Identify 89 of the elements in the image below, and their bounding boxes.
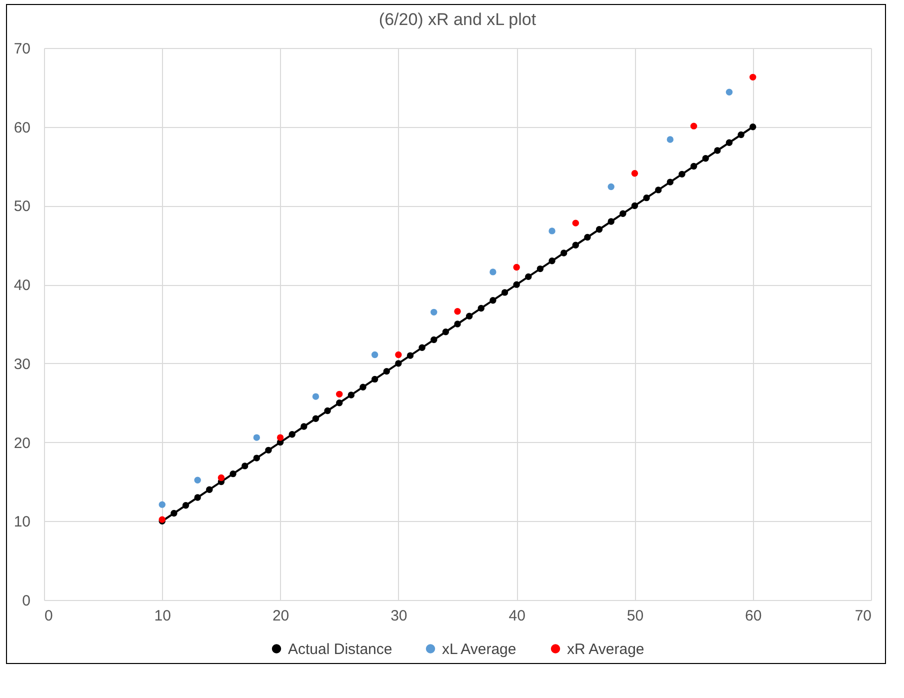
- point: [513, 281, 520, 288]
- point: [194, 494, 201, 501]
- point: [442, 328, 450, 336]
- point: [608, 183, 614, 190]
- point: [194, 476, 201, 484]
- point: [253, 454, 260, 462]
- y-tick-label: 0: [22, 592, 30, 610]
- y-tick-label: 40: [14, 277, 30, 294]
- point: [631, 170, 638, 177]
- point: [430, 336, 438, 344]
- point: [490, 268, 496, 276]
- x-tick-label: 0: [44, 608, 53, 624]
- point: [454, 308, 461, 315]
- point: [750, 74, 756, 81]
- point: [418, 344, 426, 352]
- point: [182, 502, 190, 509]
- point: [383, 368, 390, 375]
- point: [312, 393, 320, 400]
- point: [702, 155, 709, 162]
- point: [726, 139, 733, 146]
- point: [300, 423, 308, 430]
- point: [631, 202, 638, 210]
- point: [170, 510, 178, 517]
- x-tick-label: 20: [272, 608, 290, 624]
- point: [678, 170, 686, 178]
- point: [513, 264, 520, 271]
- x-tick-label: 30: [390, 608, 408, 624]
- point: [395, 360, 402, 367]
- y-tick-label: 30: [14, 356, 30, 373]
- x-tick-label: 70: [854, 608, 872, 624]
- legend-label: xR Average: [567, 640, 644, 658]
- point: [466, 312, 473, 320]
- point: [490, 296, 496, 304]
- x-tick-label: 60: [745, 608, 762, 624]
- point: [336, 390, 343, 398]
- point: [690, 162, 698, 170]
- point: [371, 351, 378, 358]
- point: [750, 124, 756, 130]
- point: [548, 228, 556, 234]
- point: [572, 220, 579, 226]
- y-tick-label: 50: [14, 198, 30, 216]
- point: [690, 122, 698, 130]
- point: [560, 250, 568, 256]
- point: [158, 501, 166, 508]
- point: [348, 392, 355, 398]
- point: [643, 194, 650, 202]
- point: [218, 474, 225, 482]
- point: [430, 308, 438, 316]
- point: [241, 462, 248, 470]
- point: [536, 265, 544, 272]
- point: [253, 434, 260, 441]
- point: [312, 415, 320, 422]
- legend-label: Actual Distance: [288, 640, 392, 658]
- point: [666, 178, 674, 186]
- point: [726, 88, 733, 96]
- point: [714, 147, 721, 154]
- point: [572, 242, 579, 248]
- point: [406, 352, 414, 359]
- y-tick-label: 70: [14, 40, 30, 58]
- point: [608, 218, 614, 225]
- point: [584, 234, 591, 241]
- point: [206, 486, 213, 493]
- point: [265, 446, 272, 454]
- chart-title: (6/20) xR and xL plot: [378, 10, 536, 29]
- point: [501, 289, 508, 296]
- point: [548, 258, 556, 264]
- y-tick-label: 60: [14, 119, 30, 136]
- x-tick-label: 10: [154, 608, 171, 624]
- point: [454, 320, 461, 328]
- point: [525, 273, 532, 280]
- point: [276, 434, 284, 441]
- point: [230, 470, 236, 478]
- point: [324, 407, 331, 414]
- legend-label: xL Average: [442, 640, 516, 658]
- point: [478, 304, 484, 312]
- point: [596, 226, 603, 233]
- point: [395, 351, 402, 358]
- point: [666, 136, 674, 143]
- y-tick-label: 20: [14, 434, 30, 452]
- x-tick-label: 40: [508, 608, 526, 624]
- point: [738, 131, 744, 138]
- point: [371, 376, 378, 383]
- x-tick-label: 50: [626, 608, 644, 624]
- point: [654, 186, 662, 194]
- point: [620, 210, 626, 217]
- point: [360, 384, 366, 390]
- point: [288, 431, 296, 438]
- point: [336, 400, 343, 406]
- y-tick-label: 10: [14, 514, 30, 531]
